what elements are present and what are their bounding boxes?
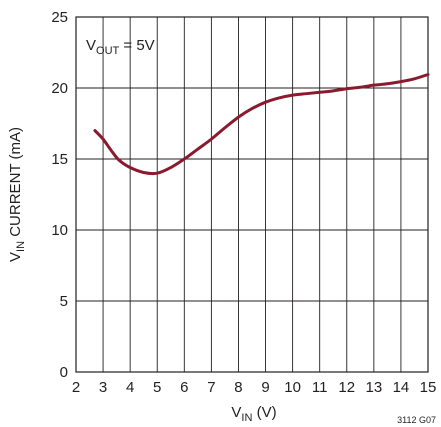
y-axis-label-rest: CURRENT (mA) [7,127,24,241]
plot-frame [75,16,429,373]
x-tick-label: 9 [261,379,269,396]
y-axis-label-sub: IN [15,241,27,252]
y-tick-label: 0 [60,364,68,381]
x-tick-label: 2 [72,379,80,396]
x-tick-label: 14 [393,379,410,396]
grid [75,16,429,373]
y-axis-label: VIN CURRENT (mA) [7,127,27,262]
x-axis-label: VIN (V) [231,404,276,424]
x-tick-label: 7 [207,379,215,396]
x-tick-label: 6 [180,379,188,396]
figure-id: 3112 G07 [397,415,436,425]
y-tick-label: 10 [51,222,68,239]
vout-annotation-sub: OUT [96,45,120,57]
x-axis-label-rest: (V) [252,404,276,421]
vout-annotation-rest: = 5V [119,37,154,54]
x-tick-label: 8 [234,379,242,396]
x-tick-label: 10 [284,379,301,396]
y-tick-labels: 0 5 10 15 20 25 [51,9,68,381]
vout-annotation: VOUT = 5V [86,37,155,57]
series-line [93,73,430,176]
y-tick-label: 15 [51,151,68,168]
x-axis-label-main: V [231,404,241,421]
x-tick-label: 5 [153,379,161,396]
x-tick-labels: 2 3 4 5 6 7 8 9 10 11 12 13 14 15 [72,379,437,396]
y-tick-label: 5 [60,293,68,310]
x-tick-label: 3 [99,379,107,396]
x-tick-label: 4 [126,379,134,396]
x-tick-label: 13 [366,379,383,396]
x-tick-label: 11 [312,379,328,396]
vout-annotation-main: V [86,37,96,54]
x-tick-label: 12 [338,379,355,396]
x-axis-label-sub: IN [241,412,252,424]
y-tick-label: 20 [51,80,68,97]
series-curves [93,73,430,176]
y-axis-label-main: V [7,252,24,262]
y-tick-label: 25 [51,9,68,26]
x-tick-label: 15 [420,379,437,396]
